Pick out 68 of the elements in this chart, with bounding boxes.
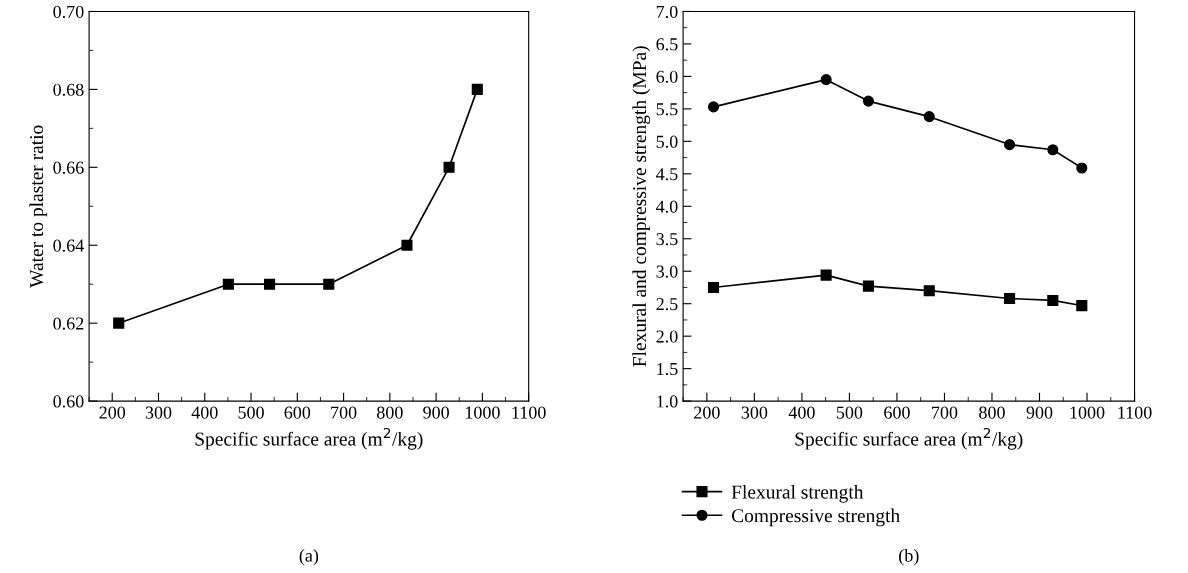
- y-tick-label: 3.0: [656, 265, 678, 278]
- y-tick-label: 1.5: [657, 362, 678, 376]
- x-tick-label: 800: [377, 406, 403, 419]
- x-axis-title: Specific surface area (m$^{2}$/kg): [195, 427, 423, 450]
- x-tick-label: 700: [932, 406, 958, 419]
- y-tick-label: 6.5: [656, 38, 678, 51]
- x-tick-label: 700: [331, 406, 357, 419]
- point: [1047, 294, 1059, 306]
- point: [707, 101, 720, 113]
- point: [1076, 162, 1088, 174]
- x-tick-label: 900: [423, 406, 449, 419]
- y-tick-label: 0.66: [53, 161, 84, 174]
- x-tick-label: 200: [99, 406, 126, 419]
- y-tick-label: 0.70: [53, 5, 84, 18]
- point: [820, 74, 832, 86]
- x-tick-label: 600: [284, 406, 311, 419]
- point: [401, 239, 413, 251]
- x-tick-label: 300: [145, 406, 172, 419]
- x-tick-label: 600: [884, 406, 910, 419]
- point: [263, 278, 276, 290]
- y-tick-label: 0.64: [53, 239, 84, 252]
- x-tick-label: 800: [979, 406, 1005, 419]
- point: [1047, 144, 1059, 156]
- y-tick-label: 0.68: [53, 83, 84, 96]
- y-tick-label: 0.60: [53, 395, 84, 408]
- point: [923, 111, 935, 123]
- x-tick-label: 400: [191, 406, 218, 419]
- y-axis-title: Water to plaster ratio: [29, 125, 48, 288]
- x-tick-label: 1000: [1070, 406, 1105, 419]
- x-tick-label: 500: [836, 406, 863, 419]
- x-tick-label: 1100: [1118, 406, 1152, 419]
- y-tick-label: 6.0: [656, 70, 678, 83]
- y-tick-label: 5.0: [656, 135, 678, 148]
- y-tick-label: 7.0: [656, 5, 678, 18]
- x-tick-label: 200: [694, 406, 720, 419]
- y-axis-title: Flexural and compressive strength (MPa): [632, 46, 651, 367]
- point: [1004, 292, 1016, 305]
- point: [471, 83, 483, 95]
- point: [1004, 139, 1016, 151]
- y-tick-label: 2.0: [656, 330, 678, 343]
- y-tick-label: 0.62: [53, 317, 84, 330]
- legend-label: Flexural strength: [731, 484, 864, 503]
- point: [923, 285, 935, 297]
- y-tick-label: 3.5: [656, 233, 678, 246]
- point: [862, 280, 874, 292]
- point: [1076, 300, 1088, 312]
- x-tick-label: 1000: [465, 406, 500, 419]
- point: [862, 95, 874, 107]
- point: [323, 278, 335, 290]
- y-tick-label: 2.5: [656, 298, 678, 311]
- x-tick-label: 1100: [512, 406, 546, 419]
- point: [222, 278, 234, 290]
- y-tick-label: 4.5: [656, 168, 678, 181]
- x-tick-label: 300: [741, 406, 768, 419]
- y-tick-label: 5.5: [656, 103, 678, 116]
- x-tick-label: 500: [238, 406, 264, 419]
- point: [113, 317, 125, 329]
- point: [443, 161, 455, 173]
- text: (a): [299, 549, 319, 566]
- y-tick-label: 4.0: [656, 200, 678, 213]
- point: [820, 269, 832, 281]
- legend-label: Compressive strength: [731, 508, 900, 527]
- x-tick-label: 400: [788, 406, 815, 419]
- text: (b): [899, 549, 919, 566]
- y-tick-label: 1.0: [657, 395, 678, 408]
- x-axis-title: Specific surface area (m$^{2}$/kg): [795, 427, 1023, 450]
- point: [707, 281, 720, 294]
- x-tick-label: 900: [1026, 406, 1053, 419]
